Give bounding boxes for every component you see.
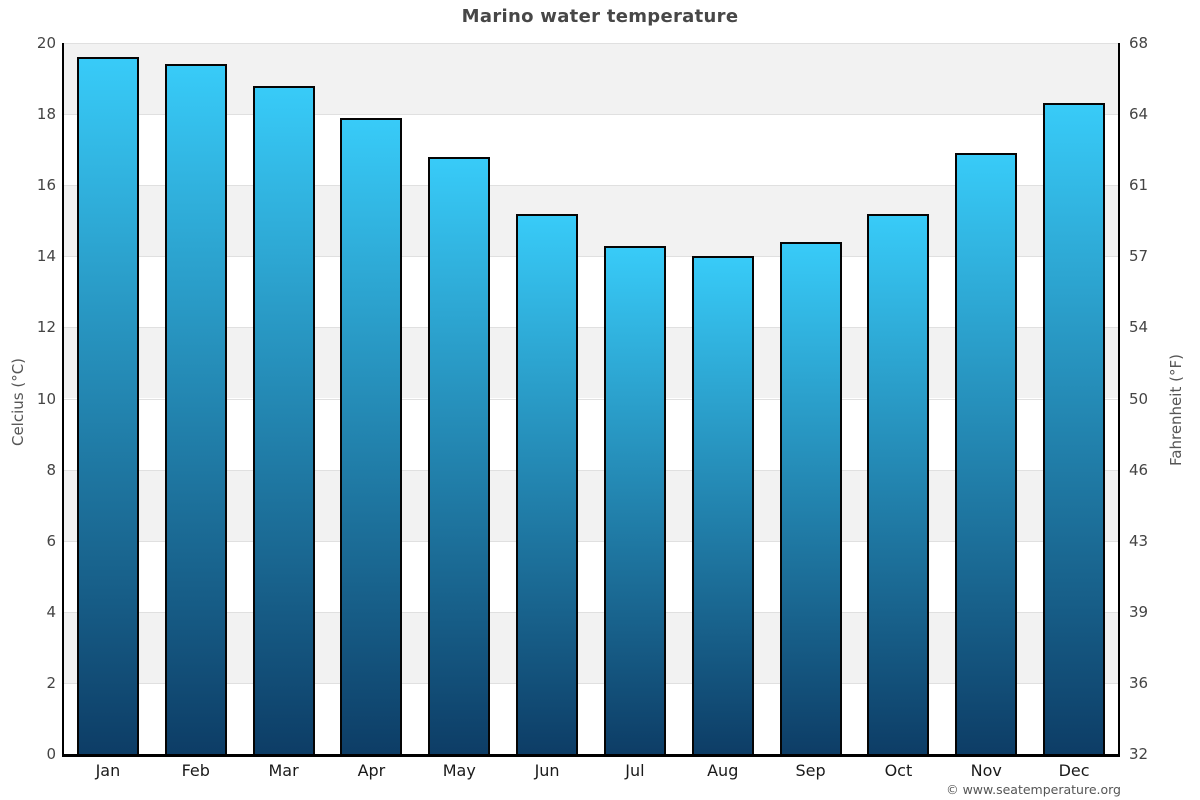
background-band (64, 185, 1118, 257)
background-band (64, 114, 1118, 186)
y-tick-left-20: 20 (36, 34, 56, 52)
bar-jun (516, 213, 579, 754)
y-tick-left-0: 0 (46, 745, 56, 763)
y-tick-right-64: 64 (1129, 105, 1149, 124)
y-tick-right-54: 54 (1129, 318, 1149, 337)
background-band (64, 43, 1118, 115)
gridline (64, 327, 1118, 329)
chart-title: Marino water temperature (461, 6, 739, 27)
y-tick-left-16: 16 (36, 176, 56, 195)
y-tick-left-18: 18 (36, 105, 56, 124)
bar-mar (252, 85, 315, 754)
bar-jan (76, 57, 139, 754)
x-label-mar: Mar (268, 761, 299, 780)
y-tick-left-14: 14 (36, 247, 56, 266)
background-band (64, 540, 1118, 612)
x-label-jan: Jan (95, 761, 121, 780)
x-label-nov: Nov (970, 761, 1002, 780)
gridline (64, 682, 1118, 684)
x-label-sep: Sep (795, 761, 826, 780)
x-label-aug: Aug (707, 761, 739, 780)
gridline (64, 540, 1118, 542)
background-band (64, 398, 1118, 470)
gridline (64, 469, 1118, 471)
y-tick-left-6: 6 (46, 531, 56, 550)
y-tick-right-57: 57 (1129, 247, 1149, 266)
x-label-dec: Dec (1058, 761, 1090, 780)
right-axis-label: Fahrenheit (°F) (1167, 354, 1185, 466)
x-label-jul: Jul (625, 761, 645, 780)
background-band (64, 327, 1118, 399)
x-label-feb: Feb (181, 761, 210, 780)
y-tick-right-46: 46 (1129, 460, 1149, 479)
bar-sep (779, 242, 842, 754)
y-tick-right-32: 32 (1129, 745, 1149, 763)
y-tick-left-10: 10 (36, 389, 56, 408)
background-band (64, 682, 1118, 754)
bar-dec (1043, 103, 1106, 754)
x-label-jun: Jun (534, 761, 560, 780)
bar-jul (603, 245, 666, 754)
background-band (64, 611, 1118, 683)
y-tick-right-50: 50 (1129, 389, 1149, 408)
bar-nov (955, 153, 1018, 754)
y-tick-right-36: 36 (1129, 673, 1149, 692)
y-tick-right-43: 43 (1129, 531, 1149, 550)
gridline (64, 185, 1118, 187)
bar-may (428, 156, 491, 754)
background-band (64, 469, 1118, 541)
x-label-oct: Oct (884, 761, 913, 780)
y-tick-left-2: 2 (46, 673, 56, 692)
gridline (64, 43, 1118, 44)
y-tick-left-4: 4 (46, 602, 56, 621)
y-tick-left-8: 8 (46, 460, 56, 479)
x-label-may: May (442, 761, 476, 780)
bar-oct (867, 213, 930, 754)
bar-feb (164, 64, 227, 754)
bar-aug (691, 256, 754, 754)
y-tick-right-61: 61 (1129, 176, 1149, 195)
plot-area (62, 43, 1120, 757)
copyright: © www.seatemperature.org (946, 782, 1121, 797)
y-tick-left-12: 12 (36, 318, 56, 337)
x-label-apr: Apr (357, 761, 386, 780)
y-tick-right-39: 39 (1129, 602, 1149, 621)
gridline (64, 398, 1118, 400)
gridline (64, 114, 1118, 116)
gridline (64, 611, 1118, 613)
y-tick-right-68: 68 (1129, 34, 1149, 52)
plot-inner (64, 43, 1118, 754)
bar-apr (340, 117, 403, 754)
gridline (64, 256, 1118, 258)
background-band (64, 256, 1118, 328)
